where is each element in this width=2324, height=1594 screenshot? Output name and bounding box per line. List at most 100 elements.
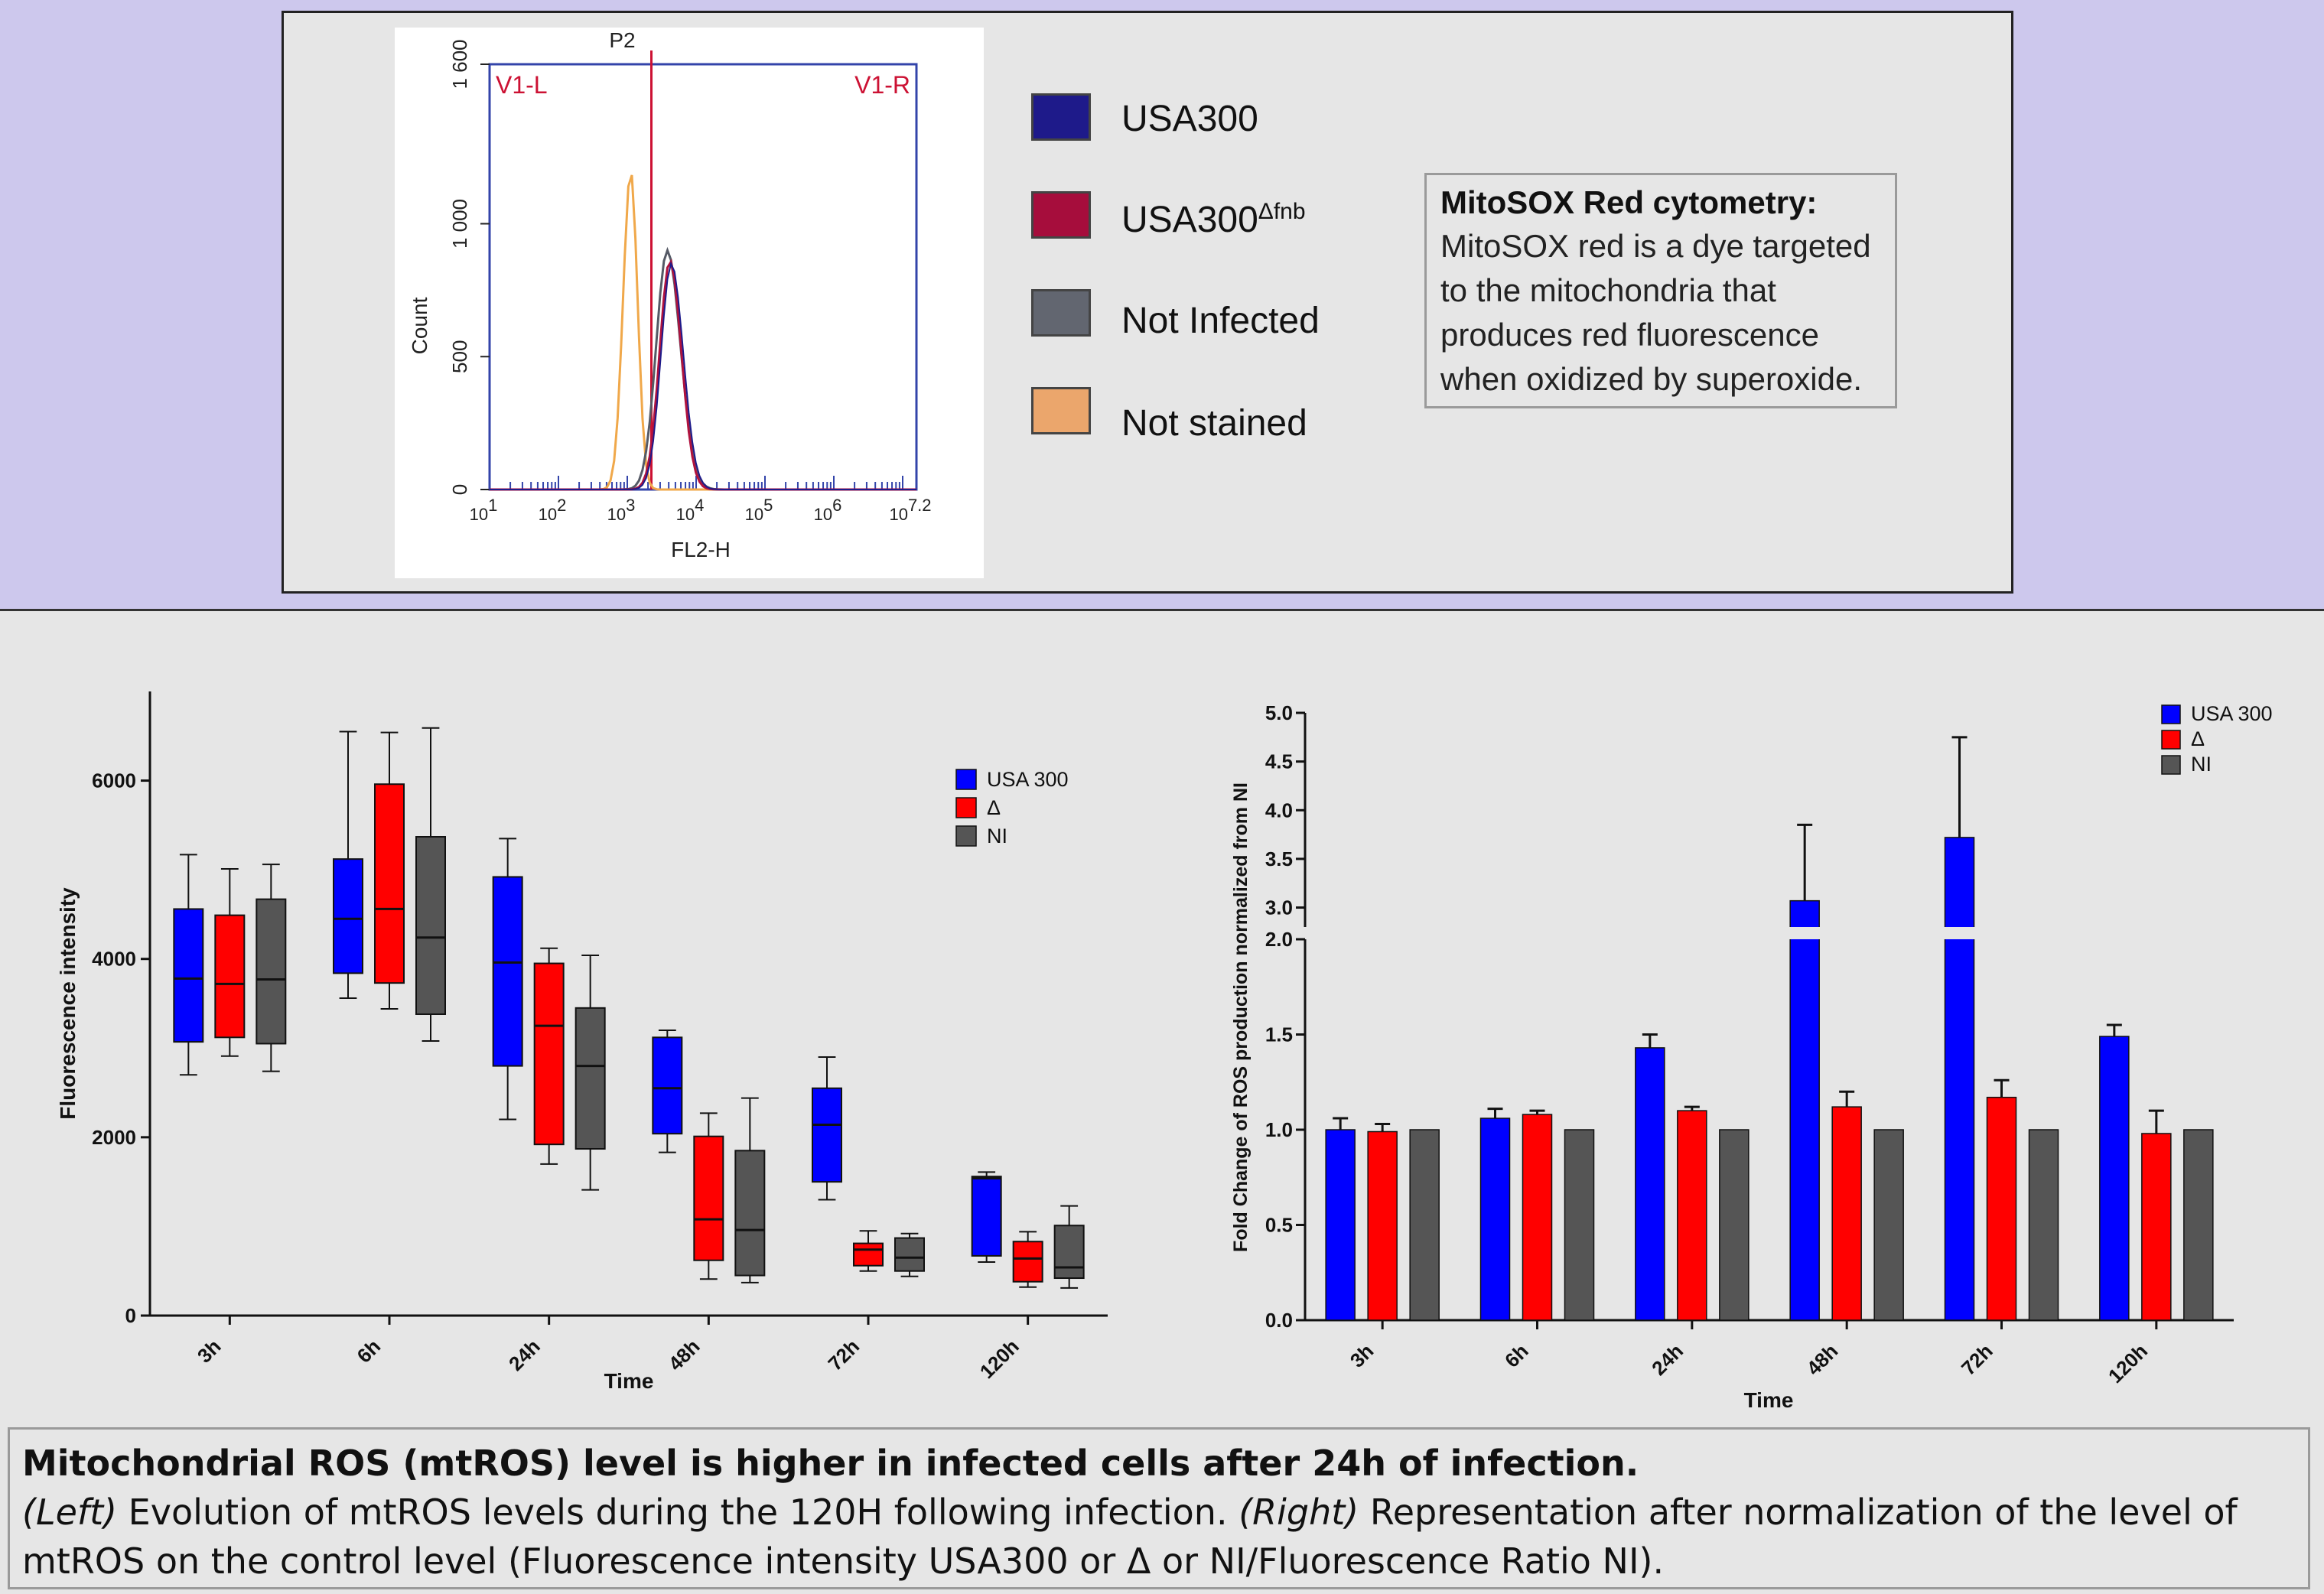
figure-caption: Mitochondrial ROS (mtROS) level is highe… [8,1427,2310,1589]
bar-ni [2028,1129,2059,1321]
bar-ni [1409,1129,1440,1321]
bar-legend-label: Δ [2191,727,2205,750]
legend-swatch-usa300 [1031,93,1091,141]
bar-x-tick-label: 6h [1500,1339,1533,1372]
bar-mutant [1831,1106,1862,1321]
box-y-tick-label: 4000 [92,948,136,971]
bar-usa300 [1479,1117,1511,1321]
region-label-right: V1-R [854,71,910,99]
box-usa300 [652,1036,683,1135]
legend-label-usa300: USA300 [1121,99,1258,139]
bar-x-tick-label: 24h [1647,1339,1688,1380]
bar-usa300 [1635,1047,1665,1321]
bar-x-tick-label: 3h [1346,1339,1378,1372]
box-ni [574,1007,606,1150]
histogram-y-tick-label: 1 000 [448,199,471,249]
bar-y-tick-label: 4.0 [1265,799,1293,821]
histogram-x-tick-label: 101 [470,496,498,524]
bar-y-tick-label: 5.0 [1265,701,1293,724]
box-x-axis-label: Time [604,1369,654,1393]
box-usa300 [492,876,523,1067]
histogram-y-tick-label: 500 [448,340,471,373]
bar-y-tick-label: 3.5 [1265,847,1293,870]
bar-usa300 [1944,837,1975,1321]
box-usa300 [333,858,363,974]
bar-mutant [1522,1114,1553,1321]
histogram-y-tick-label: 0 [448,484,471,495]
box-legend-label: NI [987,825,1007,847]
caption-body: (Left) Evolution of mtROS levels during … [22,1488,2296,1586]
box-x-tick-label: 120h [975,1335,1024,1383]
box-y-tick-label: 6000 [92,769,136,792]
box-ni [415,836,446,1015]
legend-superscript: Δfnb [1258,199,1306,224]
box-usa300 [812,1087,842,1183]
legend-label-not-stained: Not stained [1121,403,1307,444]
legend-swatch-not-stained [1031,387,1091,434]
gate-label: P2 [609,28,635,52]
bar-mutant [1367,1130,1398,1321]
bar-legend-label: NI [2191,753,2212,776]
bar-y-tick-label: 3.0 [1265,896,1293,919]
box-ni [1053,1225,1085,1280]
flow-histogram: 0 500 1 000 1 600 Count 101 102 103 104 105 106 107… [395,28,984,578]
box-x-tick-label: 6h [353,1335,386,1368]
histogram-x-tick-label: 105 [745,496,773,524]
bar-ni [1719,1129,1750,1321]
histogram-x-tick-label: 103 [607,496,636,524]
histogram-y-axis-label: Count [408,297,431,354]
histogram-x-tick-label: 107.2 [889,496,931,524]
bar-mutant [1986,1096,2017,1321]
histogram-peak-not-infected [490,246,916,491]
bar-axis-break-gap [1943,927,1976,939]
legend-swatch-usa300-dfnb [1031,191,1091,239]
bar-ni [1873,1129,1904,1321]
box-usa300 [173,908,204,1043]
fold-change-bar-chart: 0.0 0.5 1.0 1.5 2.0 3.0 3.5 4.0 4.5 5.0 Fold Chang… [1216,688,2303,1423]
box-mutant [1012,1241,1043,1283]
bar-y-tick-label: 2.0 [1265,928,1293,951]
histogram-peak-unstained [490,174,916,491]
caption-left-label: (Left) [22,1492,118,1533]
histogram-svg: 0 500 1 000 1 600 Count 101 102 103 104 105 106 107… [408,28,932,561]
bar-legend-label: USA 300 [2191,702,2273,725]
bar-usa300 [1325,1129,1356,1321]
histogram-x-tick-label: 106 [814,496,842,524]
bar-y-tick-label: 4.5 [1265,750,1293,773]
histogram-peak-usa300 [490,261,916,490]
box-mutant [374,783,405,984]
box-mutant [853,1242,884,1267]
box-ni [894,1237,925,1272]
box-ni [256,898,287,1045]
box-plot-svg: 0 2000 4000 6000 Fluorescence intensity 3h 6h 2… [56,691,1108,1393]
caption-right-text: Representation after normalization of th… [22,1492,2238,1582]
box-legend-swatch [955,797,977,818]
info-body: MitoSOX red is a dye targeted to the mit… [1440,224,1881,402]
box-x-tick-label: 48h [664,1335,705,1375]
box-x-tick-label: 72h [823,1335,864,1375]
bar-y-tick-label: 1.0 [1265,1118,1293,1141]
box-ni [734,1150,766,1277]
box-usa300 [971,1176,1002,1257]
info-line: to the mitochondria that [1440,272,1776,308]
legend-label-not-infected: Not Infected [1121,301,1320,341]
box-mutant [214,914,246,1039]
box-legend-label: Δ [987,796,1001,819]
bar-mutant [1677,1110,1707,1321]
histogram-plot-frame [488,63,918,491]
bar-legend-swatch [2161,730,2181,750]
bar-axis-break-gap [1789,927,1821,939]
caption-left-text: Evolution of mtROS levels during the 120… [117,1492,1239,1533]
bar-x-tick-label: 120h [2104,1339,2152,1387]
caption-title: Mitochondrial ROS (mtROS) level is highe… [22,1443,1639,1484]
bar-usa300 [1789,899,1820,1321]
bar-chart-svg: 0.0 0.5 1.0 1.5 2.0 3.0 3.5 4.0 4.5 5.0 Fold Chang… [1230,701,2273,1412]
bar-ni [2183,1129,2214,1321]
box-legend-swatch [955,825,977,847]
box-legend-swatch [955,769,977,790]
info-title: MitoSOX Red cytometry: [1440,184,1818,220]
histogram-x-tick-label: 102 [539,496,567,524]
box-x-tick-label: 3h [193,1335,226,1368]
info-line: produces red fluorescence [1440,317,1819,353]
histogram-peak-mutant [490,259,916,491]
